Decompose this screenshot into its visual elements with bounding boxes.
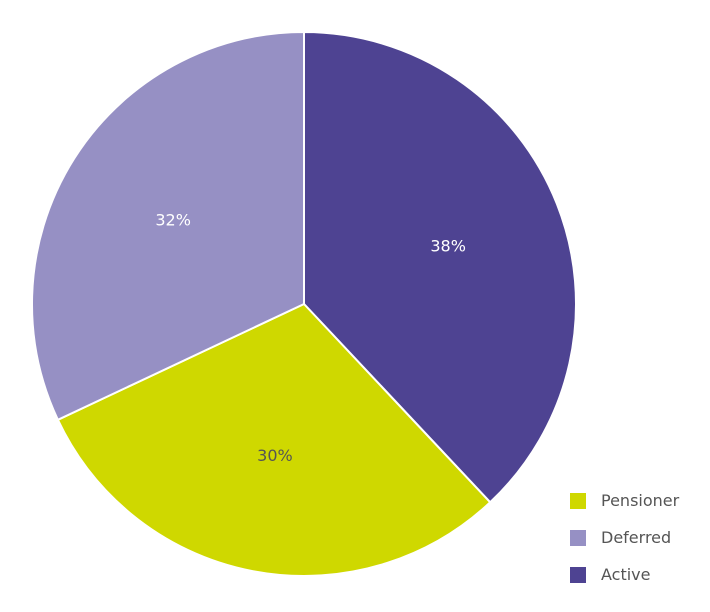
pie-label-deferred: 32%: [155, 210, 191, 229]
legend-item-active: Active: [570, 556, 679, 593]
legend-swatch-active: [570, 566, 586, 583]
pie-label-pensioner: 30%: [257, 446, 293, 465]
legend-swatch-deferred: [570, 529, 586, 546]
legend-label-pensioner: Pensioner: [601, 491, 680, 510]
legend-label-deferred: Deferred: [601, 528, 672, 547]
legend: Pensioner Deferred Active: [570, 482, 679, 593]
legend-item-pensioner: Pensioner: [570, 482, 679, 519]
pie-label-active: 38%: [430, 236, 466, 255]
pie-slice-deferred: [31, 30, 305, 422]
pie-slice-active: [303, 30, 577, 504]
legend-label-active: Active: [601, 565, 651, 584]
pie-slice-pensioner: [56, 302, 492, 577]
legend-swatch-pensioner: [570, 492, 586, 509]
legend-item-deferred: Deferred: [570, 519, 679, 556]
